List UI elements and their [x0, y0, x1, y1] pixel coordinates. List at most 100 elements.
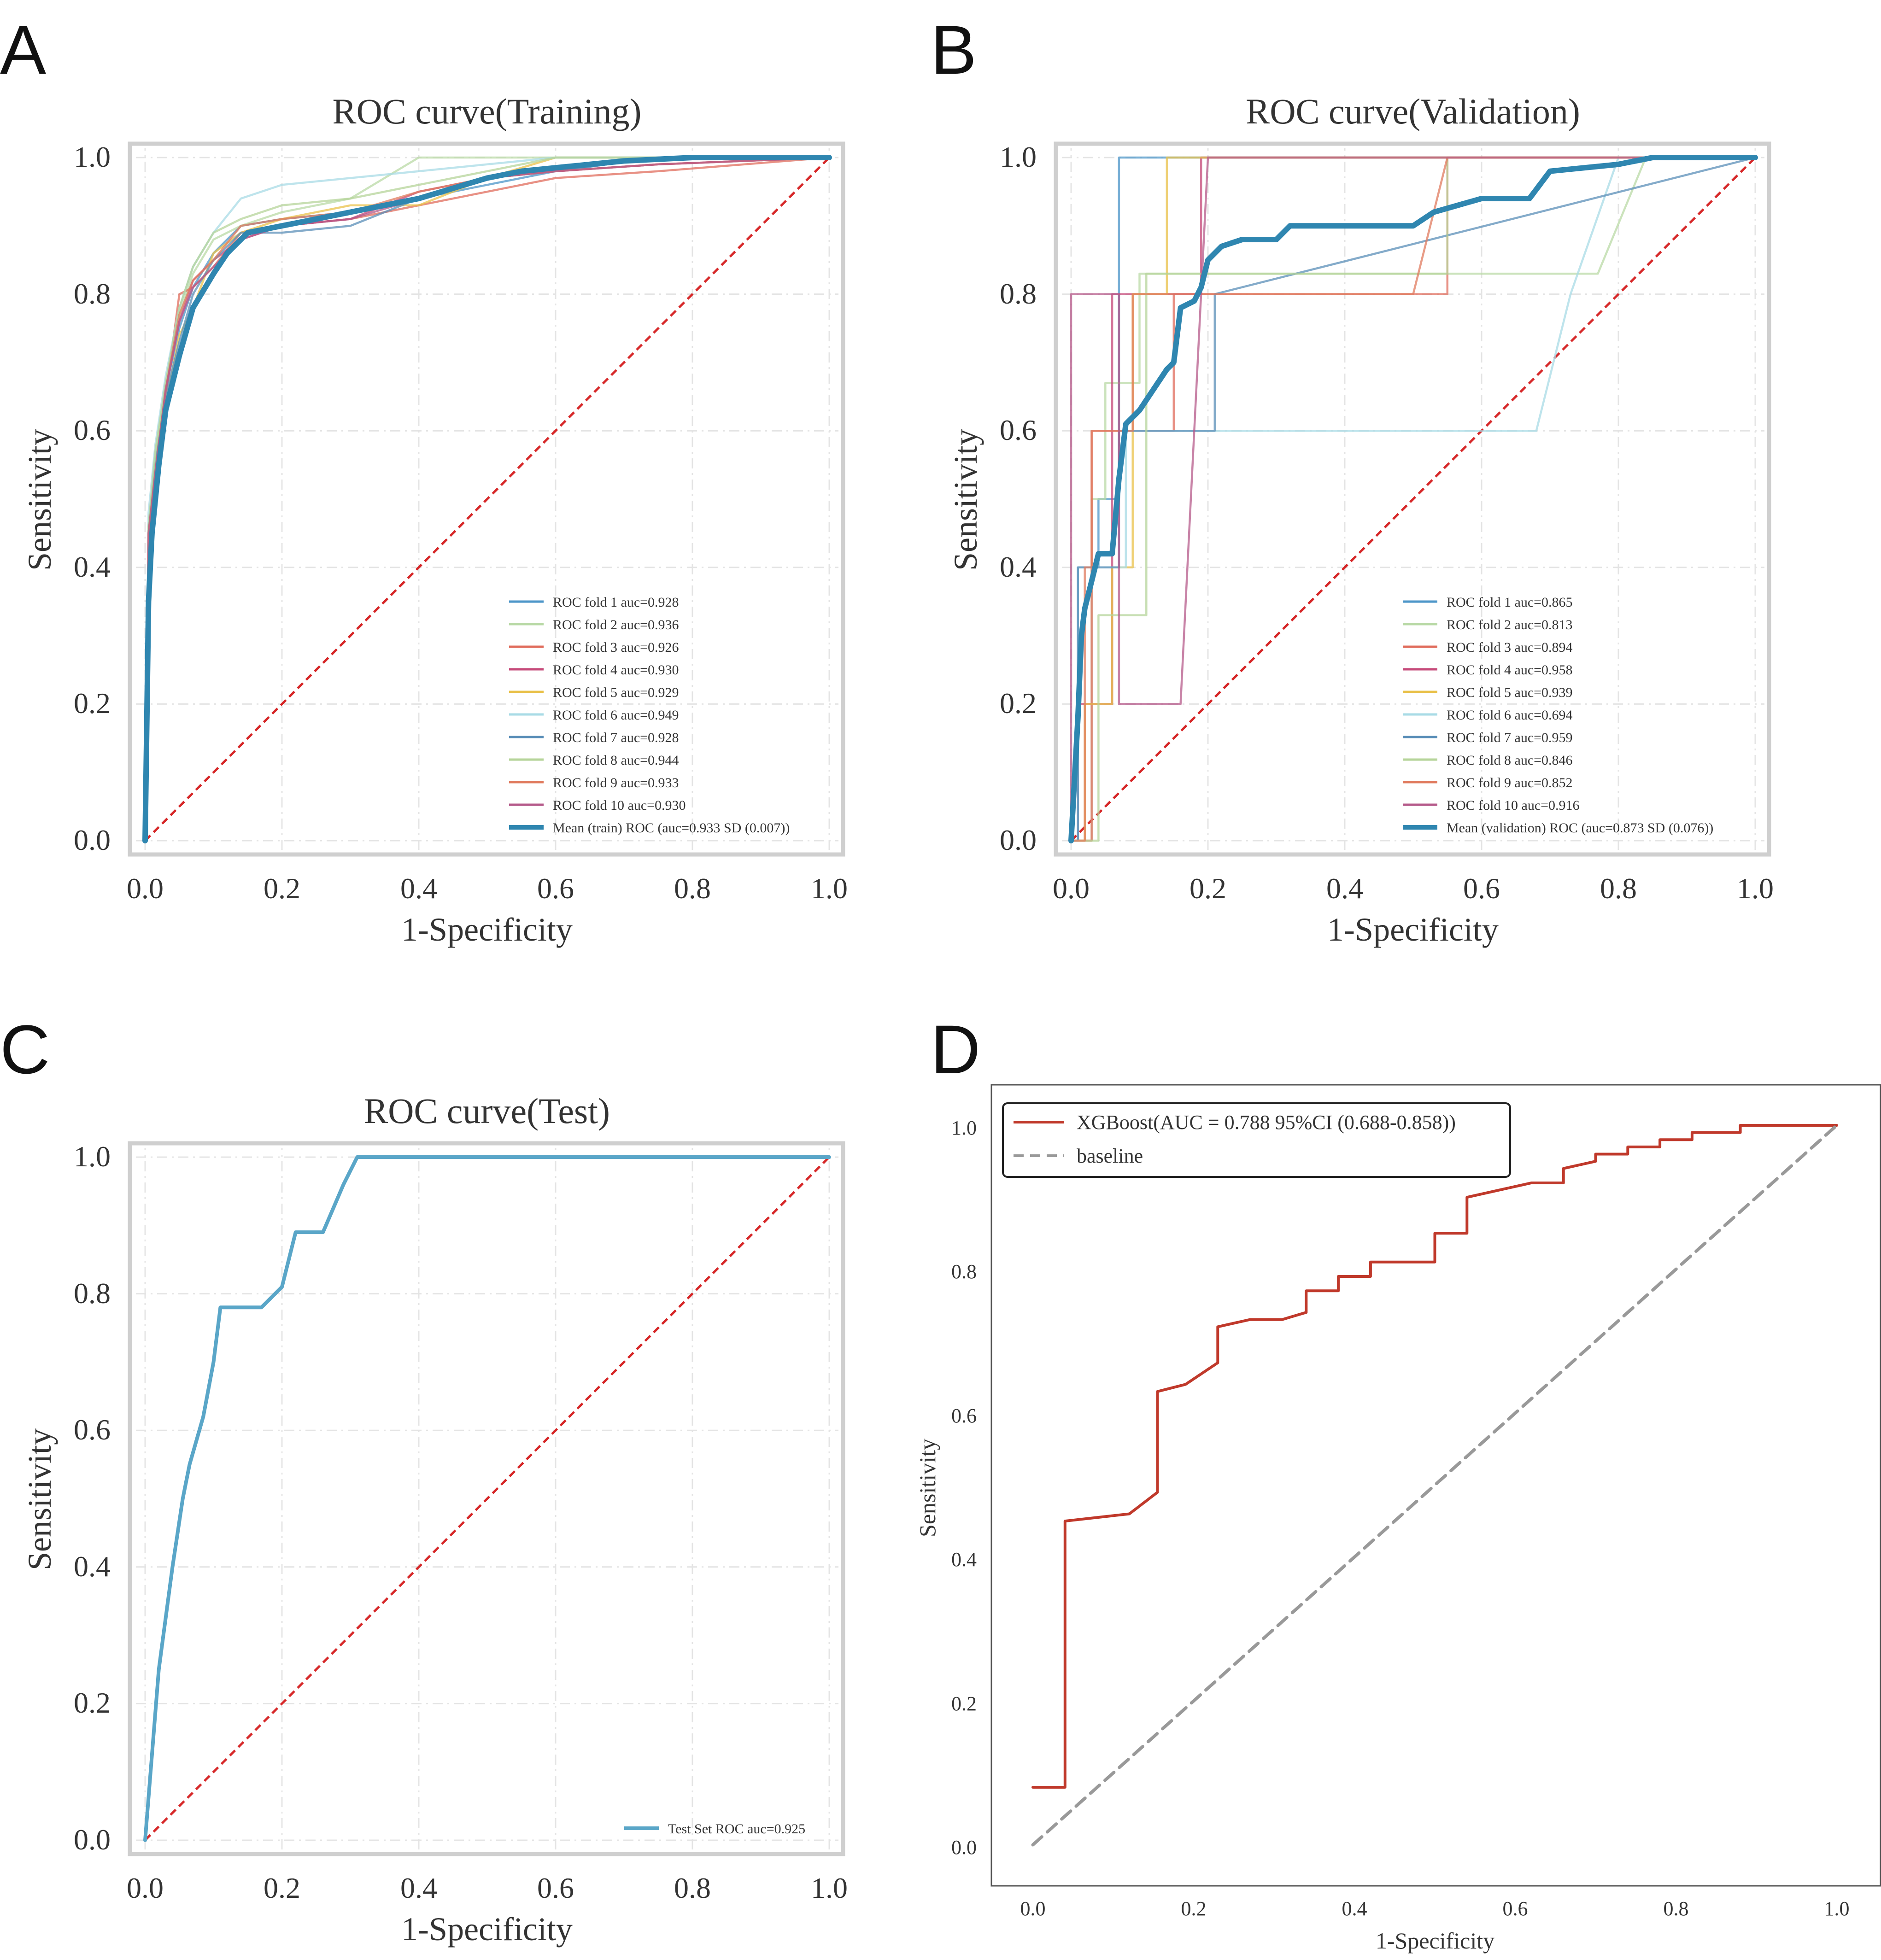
plot-frame: [128, 141, 845, 857]
legend-label: ROC fold 9 auc=0.933: [553, 775, 679, 790]
x-tick-label: 0.8: [674, 872, 711, 905]
legend-box: [1002, 1102, 1511, 1178]
legend: XGBoost(AUC = 0.788 95%CI (0.688-0.858))…: [1002, 1102, 1511, 1178]
y-tick-label: 0.4: [951, 1548, 977, 1571]
legend-label: ROC fold 3 auc=0.926: [553, 640, 679, 655]
plot-frame: [128, 1141, 845, 1856]
x-tick-label: 0.0: [127, 1872, 164, 1904]
x-tick-label: 1.0: [811, 872, 848, 905]
legend-label: ROC fold 8 auc=0.846: [1447, 753, 1573, 768]
series-line-mean: [142, 155, 832, 843]
x-tick-label: 0.6: [1463, 872, 1500, 905]
legend: ROC fold 1 auc=0.928 ROC fold 2 auc=0.93…: [509, 595, 790, 836]
legend-label: ROC fold 8 auc=0.944: [553, 753, 679, 768]
x-tick-label: 0.0: [1020, 1897, 1046, 1920]
y-tick-label: 0.8: [1000, 277, 1037, 310]
chart-title: ROC curve(Test): [364, 1091, 610, 1131]
y-axis-label: Sensitivity: [914, 1439, 940, 1537]
y-tick-label: 0.2: [74, 687, 111, 720]
series-line-mean: [1068, 155, 1758, 843]
series-line-fold-10: [1070, 156, 1757, 842]
legend-label: baseline: [1077, 1145, 1143, 1167]
y-tick-label: 0.0: [951, 1836, 977, 1859]
series-group: [1068, 155, 1758, 843]
panel-b: B ROC curve(Validation) 0.0 0.2 0.4 0.6 …: [931, 11, 1774, 948]
x-tick-label: 0.4: [1326, 872, 1363, 905]
y-tick-label: 0.6: [74, 1413, 111, 1446]
x-tick-label: 0.8: [1600, 872, 1637, 905]
y-tick-label: 0.4: [74, 550, 111, 583]
x-axis-label: 1-Specificity: [401, 911, 573, 948]
x-tick-label: 0.6: [1503, 1897, 1528, 1920]
x-tick-label: 0.6: [537, 1872, 574, 1904]
panel-letter-b: B: [931, 11, 977, 88]
legend: ROC fold 1 auc=0.865 ROC fold 2 auc=0.81…: [1403, 595, 1713, 836]
y-tick-label: 0.6: [74, 414, 111, 446]
y-axis-ticks: 0.0 0.2 0.4 0.6 0.8 1.0: [1000, 140, 1037, 856]
y-axis-ticks: 0.0 0.2 0.4 0.6 0.8 1.0: [951, 1117, 977, 1859]
panel-d: D 0.0 0.2 0.4 0.6 0.8 1.0 0.0 0.2 0.4 0.…: [914, 1011, 1881, 1954]
legend-label: ROC fold 4 auc=0.930: [553, 662, 679, 678]
legend-label: Test Set ROC auc=0.925: [668, 1821, 805, 1837]
x-tick-label: 0.2: [264, 872, 300, 905]
y-tick-label: 0.6: [1000, 414, 1037, 446]
legend-label: ROC fold 7 auc=0.959: [1447, 730, 1573, 745]
legend-label: Mean (train) ROC (auc=0.933 SD (0.007)): [553, 820, 790, 836]
plot-frame: [990, 1084, 1881, 1887]
x-axis-label: 1-Specificity: [1327, 911, 1499, 948]
panel-letter-a: A: [0, 11, 46, 88]
series-line-fold-8: [1070, 156, 1757, 842]
y-tick-label: 1.0: [74, 140, 111, 173]
y-tick-label: 0.0: [74, 1823, 111, 1856]
reference-diagonal-line: [144, 157, 830, 842]
x-axis-label: 1-Specificity: [401, 1911, 573, 1948]
series-line-baseline: [1031, 1123, 1839, 1847]
y-tick-label: 0.2: [1000, 687, 1037, 720]
panel-c: C ROC curve(Test) 0.0 0.2 0.4 0.6 0.8 1.…: [0, 1011, 848, 1948]
series-group: [143, 1155, 831, 1842]
x-tick-label: 0.0: [127, 872, 164, 905]
legend-label: ROC fold 1 auc=0.928: [553, 595, 679, 610]
series-line-xgboost: [1031, 1124, 1838, 1789]
x-axis-ticks: 0.0 0.2 0.4 0.6 0.8 1.0: [1020, 1897, 1850, 1920]
legend-label: ROC fold 4 auc=0.958: [1447, 662, 1573, 678]
x-tick-label: 0.2: [1190, 872, 1226, 905]
y-tick-label: 0.2: [951, 1692, 977, 1715]
series-line-test: [143, 1155, 831, 1842]
legend-label: ROC fold 10 auc=0.916: [1447, 798, 1580, 813]
panel-a: A ROC curve(Training) 0.0 0.2 0.4 0.6 0.…: [0, 11, 848, 948]
legend-label: ROC fold 10 auc=0.930: [553, 798, 686, 813]
legend-label: ROC fold 5 auc=0.929: [553, 685, 679, 700]
series-group: [1031, 1123, 1839, 1847]
x-tick-label: 0.4: [400, 872, 437, 905]
legend-label: ROC fold 1 auc=0.865: [1447, 595, 1573, 610]
x-tick-label: 0.8: [674, 1872, 711, 1904]
y-tick-label: 0.8: [951, 1260, 977, 1283]
series-line-fold-8: [144, 156, 831, 842]
x-tick-label: 0.8: [1664, 1897, 1689, 1920]
x-axis-ticks: 0.0 0.2 0.4 0.6 0.8 1.0: [127, 1872, 848, 1904]
x-tick-label: 1.0: [1824, 1897, 1850, 1920]
legend-label: ROC fold 3 auc=0.894: [1447, 640, 1573, 655]
series-line-fold-9: [1070, 156, 1757, 842]
legend-label: ROC fold 2 auc=0.813: [1447, 617, 1573, 632]
x-axis-label: 1-Specificity: [1376, 1928, 1494, 1954]
y-tick-label: 0.6: [951, 1404, 977, 1427]
x-tick-label: 1.0: [1737, 872, 1774, 905]
x-tick-label: 0.2: [1181, 1897, 1207, 1920]
y-tick-label: 0.8: [74, 277, 111, 310]
x-axis-ticks: 0.0 0.2 0.4 0.6 0.8 1.0: [1053, 872, 1774, 905]
y-tick-label: 0.4: [1000, 550, 1037, 583]
x-axis-ticks: 0.0 0.2 0.4 0.6 0.8 1.0: [127, 872, 848, 905]
y-tick-label: 0.2: [74, 1686, 111, 1719]
y-tick-label: 1.0: [951, 1117, 977, 1139]
legend-label: XGBoost(AUC = 0.788 95%CI (0.688-0.858)): [1077, 1111, 1456, 1134]
legend-label: ROC fold 9 auc=0.852: [1447, 775, 1573, 790]
chart-title: ROC curve(Training): [333, 91, 642, 131]
x-tick-label: 0.4: [1342, 1897, 1367, 1920]
y-axis-label: Sensitivity: [21, 1428, 58, 1570]
x-tick-label: 0.2: [264, 1872, 300, 1904]
series-group: [142, 155, 832, 843]
x-tick-label: 0.4: [400, 1872, 437, 1904]
y-tick-label: 0.4: [74, 1550, 111, 1583]
